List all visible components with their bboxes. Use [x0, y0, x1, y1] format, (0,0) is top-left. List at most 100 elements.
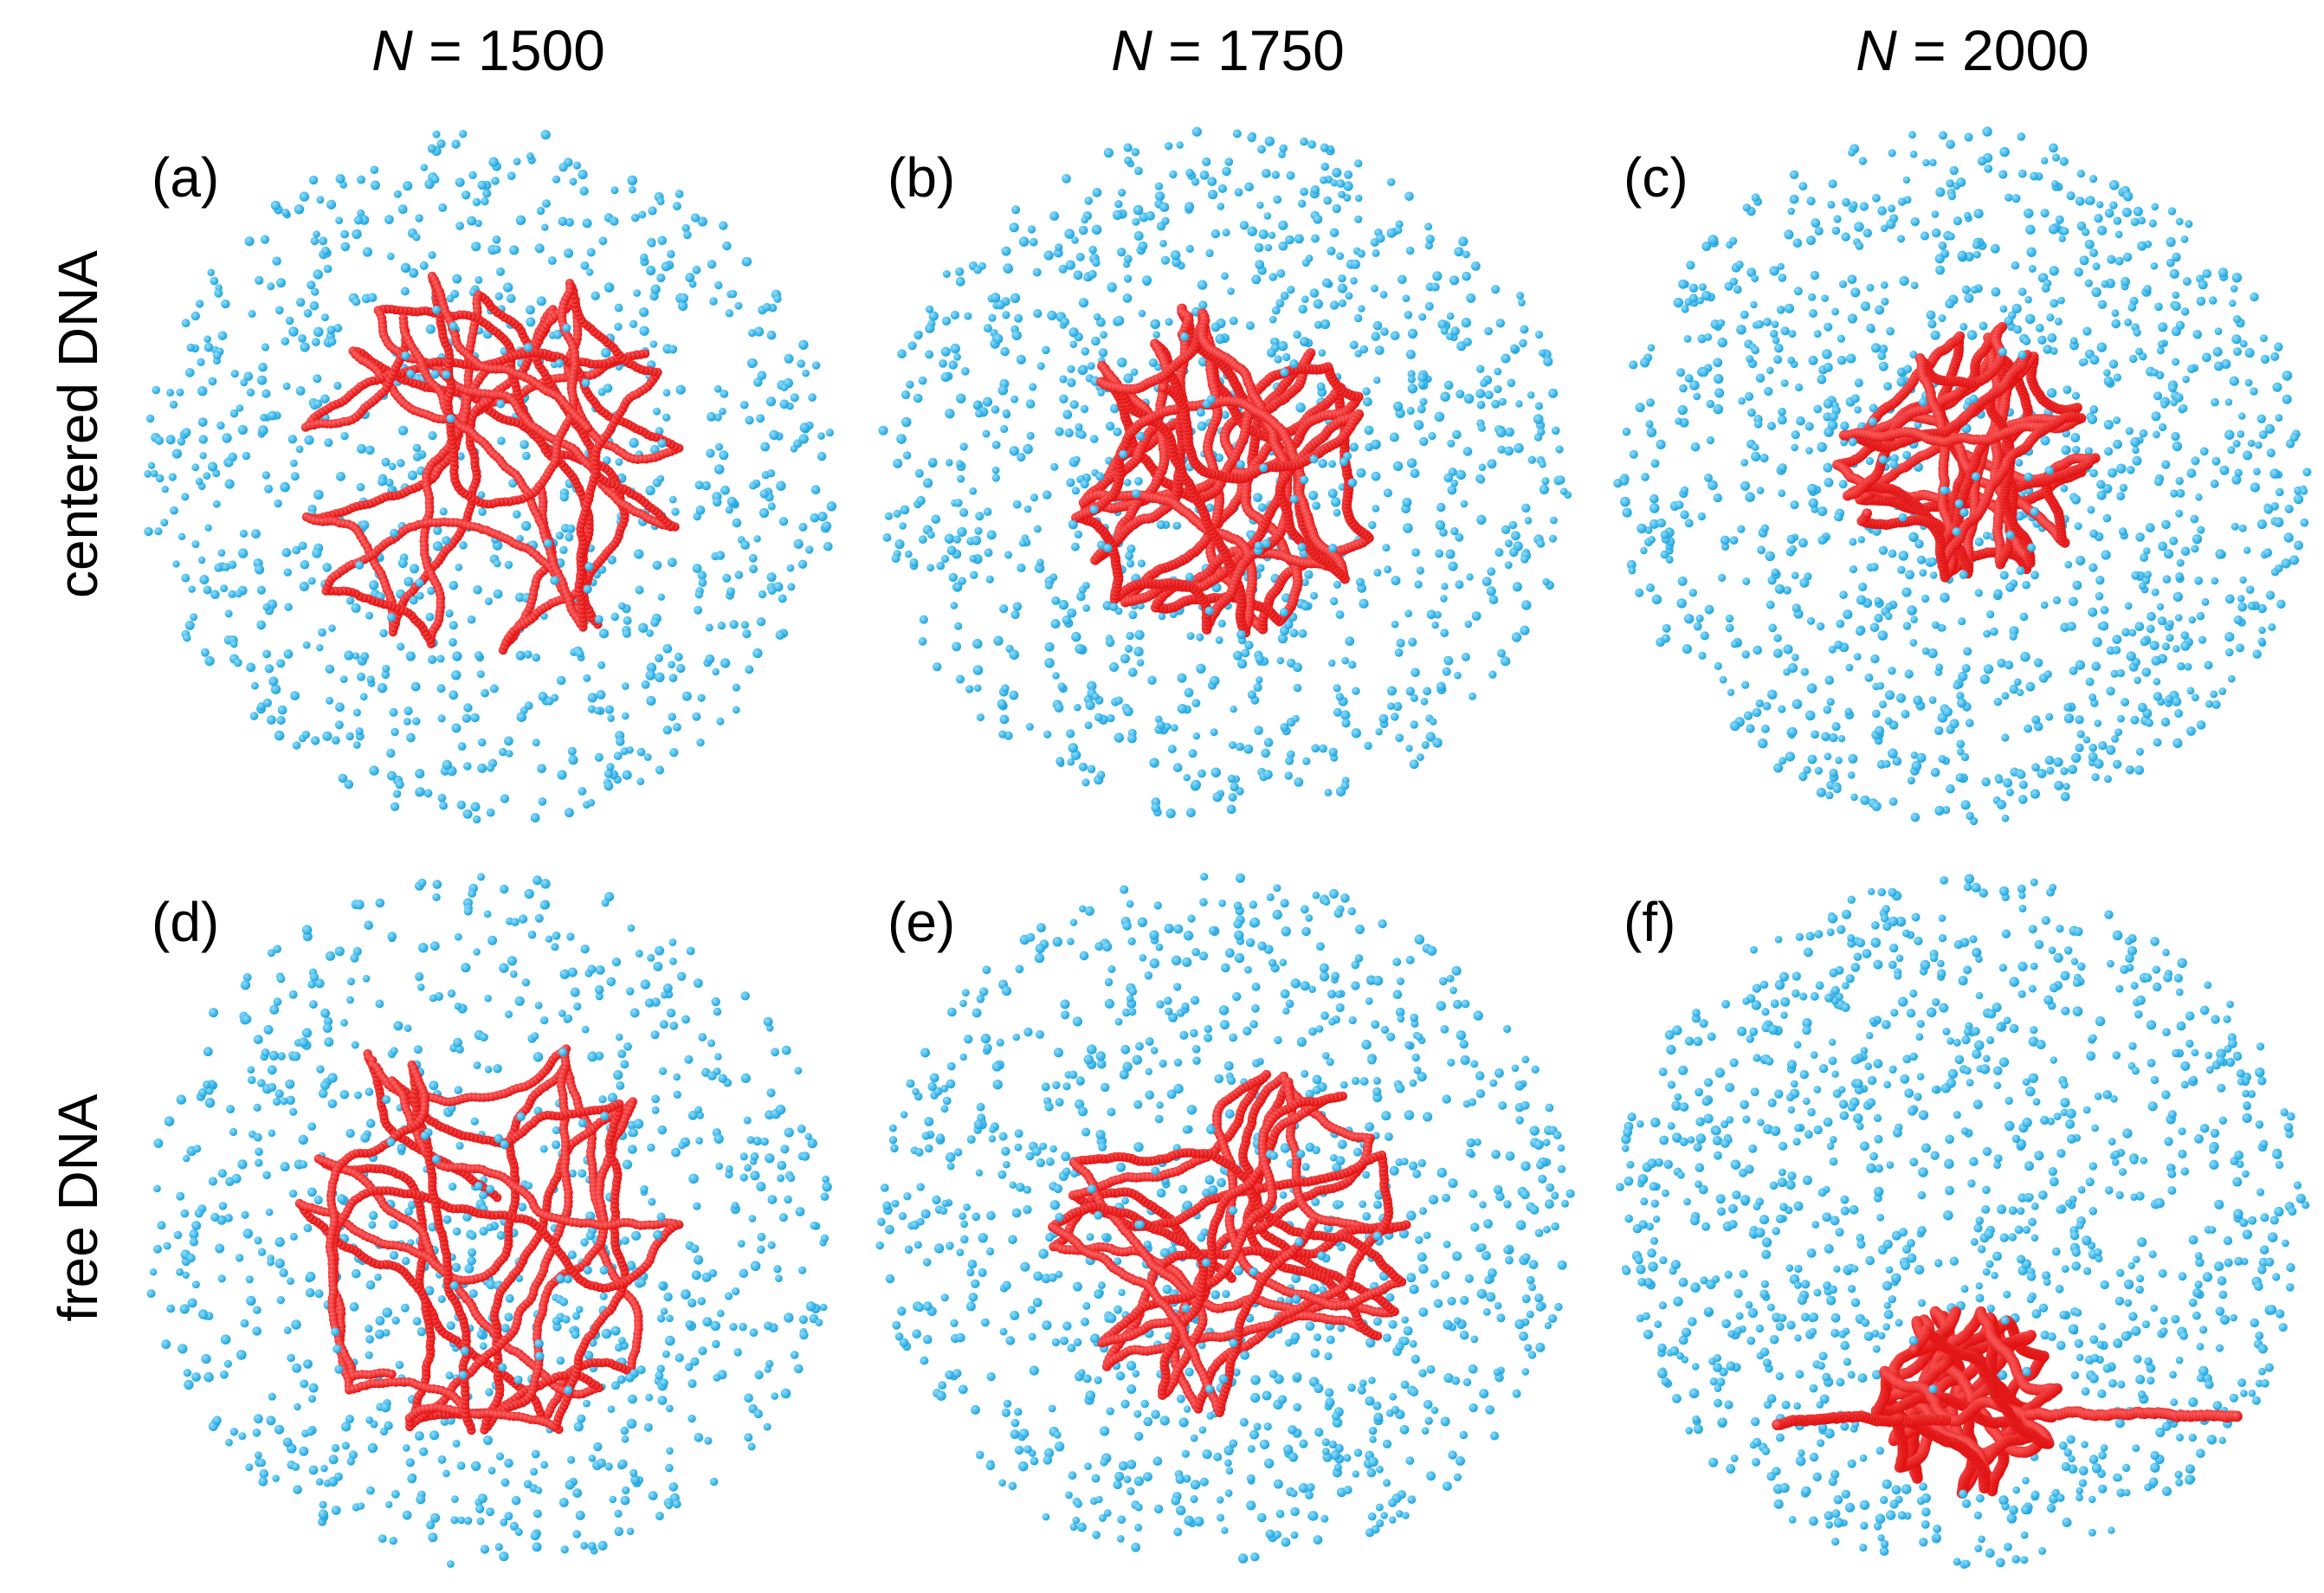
crowder-sphere — [195, 300, 204, 308]
crowder-sphere — [1198, 357, 1208, 367]
crowder-sphere — [470, 802, 481, 812]
crowder-sphere — [578, 787, 587, 796]
crowder-sphere — [335, 702, 345, 713]
crowder-sphere — [1476, 475, 1486, 484]
crowder-sphere — [287, 435, 297, 444]
crowder-sphere — [1320, 162, 1329, 171]
crowder-sphere — [575, 649, 584, 658]
crowder-sphere — [1152, 331, 1160, 339]
crowder-sphere — [613, 751, 623, 761]
crowder-sphere — [1001, 246, 1011, 256]
crowder-sphere — [633, 289, 641, 297]
crowder-sphere — [1391, 713, 1399, 721]
crowder-sphere — [623, 616, 632, 625]
crowder-sphere — [1312, 501, 1320, 510]
crowder-sphere — [1023, 443, 1033, 455]
crowder-sphere — [1185, 244, 1194, 253]
crowder-sphere — [648, 240, 656, 248]
crowder-sphere — [1138, 309, 1146, 318]
crowder-sphere — [214, 563, 223, 572]
crowder-sphere — [1210, 229, 1221, 239]
crowder-sphere — [933, 662, 942, 672]
crowder-sphere — [195, 477, 203, 486]
crowder-sphere — [1067, 758, 1075, 766]
crowder-sphere — [656, 273, 666, 283]
crowder-sphere — [636, 747, 646, 757]
crowder-sphere — [1061, 317, 1070, 326]
crowder-sphere — [1280, 291, 1289, 300]
crowder-sphere — [675, 190, 684, 198]
crowder-sphere — [145, 414, 155, 423]
crowder-sphere — [340, 242, 351, 252]
crowder-sphere — [283, 649, 294, 659]
crowder-sphere — [1100, 331, 1107, 339]
crowder-sphere — [1411, 548, 1420, 557]
crowder-sphere — [973, 684, 982, 692]
crowder-sphere — [1066, 729, 1075, 738]
crowder-sphere — [1114, 200, 1123, 209]
crowder-sphere — [798, 339, 809, 350]
crowder-sphere — [1087, 680, 1097, 691]
crowder-sphere — [988, 313, 997, 322]
crowder-sphere — [906, 380, 914, 389]
crowder-sphere — [1088, 269, 1097, 279]
crowder-sphere — [427, 144, 436, 153]
crowder-sphere — [907, 341, 917, 351]
crowder-sphere — [1491, 399, 1501, 409]
crowder-sphere — [1387, 702, 1395, 710]
crowder-sphere — [419, 261, 429, 270]
crowder-sphere — [997, 385, 1009, 396]
crowder-sphere — [1256, 676, 1263, 684]
crowder-sphere — [1478, 463, 1487, 472]
crowder-sphere — [604, 283, 614, 292]
crowder-sphere — [1395, 220, 1404, 229]
crowder-sphere — [775, 630, 785, 640]
crowder-sphere — [407, 470, 418, 480]
crowder-sphere — [1462, 337, 1472, 347]
crowder-sphere — [667, 558, 677, 567]
crowder-sphere — [1087, 764, 1096, 774]
crowder-sphere — [276, 715, 286, 726]
crowder-sphere — [243, 371, 254, 382]
crowder-sphere — [1559, 487, 1568, 495]
crowder-sphere — [1244, 182, 1254, 192]
crowder-sphere — [172, 560, 180, 568]
crowder-sphere — [901, 416, 912, 428]
crowder-sphere — [1521, 503, 1531, 513]
crowder-sphere — [1009, 690, 1019, 700]
crowder-sphere — [1549, 534, 1557, 543]
crowder-sphere — [1463, 393, 1475, 404]
crowder-sphere — [1345, 636, 1355, 646]
crowder-sphere — [1363, 397, 1372, 407]
crowder-sphere — [467, 216, 477, 226]
crowder-sphere — [261, 471, 271, 480]
crowder-sphere — [973, 265, 982, 274]
crowder-sphere — [740, 540, 750, 550]
crowder-sphere — [455, 564, 463, 571]
crowder-sphere — [1295, 403, 1306, 413]
crowder-sphere — [403, 181, 413, 191]
crowder-sphere — [1128, 668, 1138, 677]
crowder-sphere — [991, 466, 1000, 474]
crowder-sphere — [973, 401, 981, 410]
crowder-sphere — [1047, 310, 1057, 321]
crowder-sphere — [362, 247, 372, 257]
crowder-sphere — [1120, 654, 1130, 664]
crowder-sphere — [406, 732, 416, 743]
crowder-sphere — [756, 414, 765, 423]
crowder-sphere — [1017, 563, 1026, 573]
crowder-sphere — [722, 241, 732, 251]
crowder-sphere — [976, 713, 984, 722]
crowder-sphere — [582, 218, 592, 229]
crowder-sphere — [309, 300, 320, 311]
crowder-sphere — [1293, 683, 1302, 693]
crowder-sphere — [1476, 364, 1485, 373]
crowder-sphere — [1042, 345, 1050, 355]
crowder-sphere — [952, 535, 961, 544]
crowder-sphere — [1405, 349, 1416, 359]
crowder-sphere — [1043, 250, 1054, 261]
crowder-sphere — [982, 397, 993, 407]
crowder-sphere — [1470, 261, 1481, 271]
crowder-sphere — [1062, 174, 1071, 184]
crowder-sphere — [1454, 671, 1462, 680]
